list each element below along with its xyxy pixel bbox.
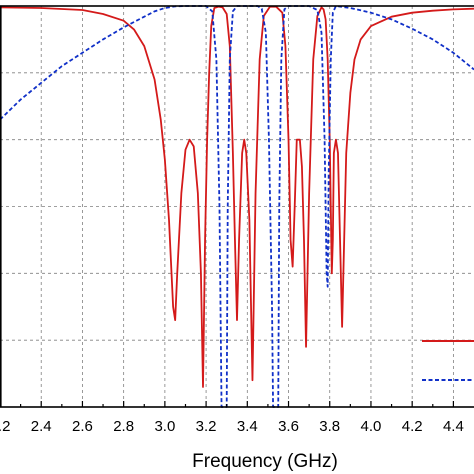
x-tick-label: 3.0: [154, 418, 175, 435]
x-tick-label: 4.4: [443, 418, 464, 435]
x-tick-label: 2.6: [72, 418, 93, 435]
plot-frame: [0, 5, 474, 408]
grid-lines: [0, 6, 474, 407]
x-axis-title: Frequency (GHz): [192, 451, 338, 472]
x-tick-label: 2.2: [0, 418, 10, 435]
x-tick-label: 2.4: [31, 418, 52, 435]
x-tick-label: 3.8: [319, 418, 340, 435]
x-tick-label: 3.4: [237, 418, 258, 435]
legend: [422, 340, 474, 381]
series-2-line: [0, 5, 474, 408]
x-axis-tick-labels: 2.2 2.4 2.6 2.8 3.0 3.2 3.4 3.6 3.8 4.0 4.2 4.4: [0, 418, 464, 435]
x-tick-label: 3.6: [278, 418, 299, 435]
series-1-line: [0, 5, 474, 388]
series-layer: [0, 5, 474, 408]
x-tick-label: 4.0: [361, 418, 382, 435]
x-tick-label: 3.2: [196, 418, 217, 435]
x-tick-label: 4.2: [402, 418, 423, 435]
x-tick-label: 2.8: [113, 418, 134, 435]
x-axis-ticks: [0, 401, 454, 407]
